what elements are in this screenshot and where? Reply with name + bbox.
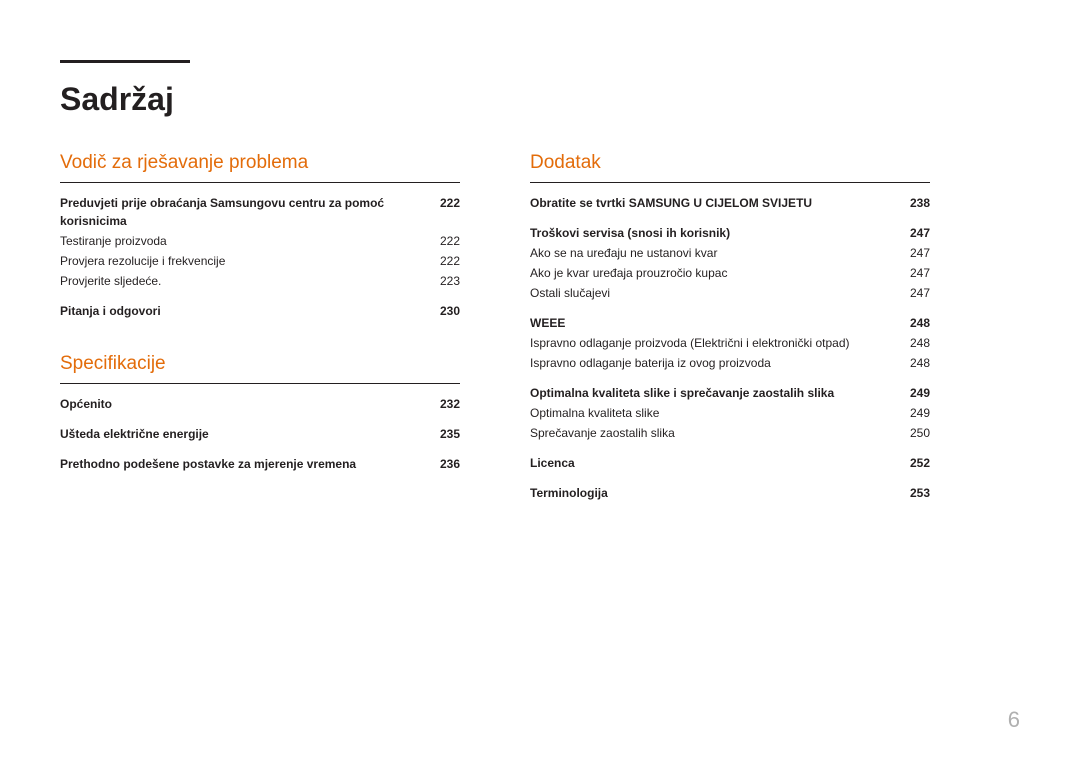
toc-entry: Testiranje proizvoda 222 (60, 231, 460, 251)
document-page: Sadržaj Vodič za rješavanje problema Pre… (0, 0, 1080, 763)
toc-entry: Ispravno odlaganje baterija iz ovog proi… (530, 353, 930, 373)
toc-label: Obratite se tvrtki SAMSUNG U CIJELOM SVI… (530, 194, 900, 212)
toc-label: Provjera rezolucije i frekvencije (60, 252, 430, 270)
toc-label: Prethodno podešene postavke za mjerenje … (60, 455, 430, 473)
toc-page: 222 (430, 194, 460, 212)
toc-entry: Optimalna kvaliteta slike 249 (530, 403, 930, 423)
toc-label: Sprečavanje zaostalih slika (530, 424, 900, 442)
toc-label: Preduvjeti prije obraćanja Samsungovu ce… (60, 194, 430, 230)
toc-page: 248 (900, 314, 930, 332)
section-rule (60, 383, 460, 384)
toc-page: 247 (900, 224, 930, 242)
section-heading-specs: Specifikacije (60, 353, 460, 375)
toc-entry: Ispravno odlaganje proizvoda (Električni… (530, 333, 930, 353)
toc-entry: Ako se na uređaju ne ustanovi kvar 247 (530, 243, 930, 263)
toc-entry: WEEE 248 (530, 313, 930, 333)
toc-label: Licenca (530, 454, 900, 472)
toc-page: 222 (430, 232, 460, 250)
toc-page: 222 (430, 252, 460, 270)
toc-label: Optimalna kvaliteta slike (530, 404, 900, 422)
toc-page: 249 (900, 384, 930, 402)
toc-page: 248 (900, 354, 930, 372)
toc-page: 223 (430, 272, 460, 290)
toc-label: Troškovi servisa (snosi ih korisnik) (530, 224, 900, 242)
toc-page: 230 (430, 302, 460, 320)
toc-page: 238 (900, 194, 930, 212)
toc-entry: Provjerite sljedeće. 223 (60, 271, 460, 291)
toc-label: Ispravno odlaganje proizvoda (Električni… (530, 334, 900, 352)
toc-entry: Optimalna kvaliteta slike i sprečavanje … (530, 383, 930, 403)
toc-entry: Sprečavanje zaostalih slika 250 (530, 423, 930, 443)
toc-label: Ostali slučajevi (530, 284, 900, 302)
section-rule (60, 182, 460, 183)
toc-page: 247 (900, 244, 930, 262)
section-heading-appendix: Dodatak (530, 152, 930, 174)
toc-entry: Terminologija 253 (530, 483, 930, 503)
toc-entry: Pitanja i odgovori 230 (60, 301, 460, 321)
toc-label: Terminologija (530, 484, 900, 502)
toc-label: Ako se na uređaju ne ustanovi kvar (530, 244, 900, 262)
toc-page: 252 (900, 454, 930, 472)
toc-entry: Ušteda električne energije 235 (60, 424, 460, 444)
toc-label: Provjerite sljedeće. (60, 272, 430, 290)
toc-entry: Obratite se tvrtki SAMSUNG U CIJELOM SVI… (530, 193, 930, 213)
toc-page: 253 (900, 484, 930, 502)
toc-page: 250 (900, 424, 930, 442)
toc-page: 232 (430, 395, 460, 413)
toc-label: Ako je kvar uređaja prouzročio kupac (530, 264, 900, 282)
toc-label: Pitanja i odgovori (60, 302, 430, 320)
toc-page: 248 (900, 334, 930, 352)
section-heading-troubleshooting: Vodič za rješavanje problema (60, 152, 460, 174)
left-column: Vodič za rješavanje problema Preduvjeti … (60, 146, 460, 503)
page-title: Sadržaj (60, 81, 1020, 118)
toc-entry: Ako je kvar uređaja prouzročio kupac 247 (530, 263, 930, 283)
toc-label: Ispravno odlaganje baterija iz ovog proi… (530, 354, 900, 372)
toc-label: Ušteda električne energije (60, 425, 430, 443)
toc-page: 249 (900, 404, 930, 422)
toc-label: Optimalna kvaliteta slike i sprečavanje … (530, 384, 900, 402)
toc-page: 247 (900, 284, 930, 302)
toc-entry: Provjera rezolucije i frekvencije 222 (60, 251, 460, 271)
toc-entry: Preduvjeti prije obraćanja Samsungovu ce… (60, 193, 460, 231)
right-column: Dodatak Obratite se tvrtki SAMSUNG U CIJ… (530, 146, 930, 503)
toc-entry: Troškovi servisa (snosi ih korisnik) 247 (530, 223, 930, 243)
toc-columns: Vodič za rješavanje problema Preduvjeti … (60, 146, 1020, 503)
section-rule (530, 182, 930, 183)
toc-label: WEEE (530, 314, 900, 332)
toc-label: Testiranje proizvoda (60, 232, 430, 250)
toc-entry: Ostali slučajevi 247 (530, 283, 930, 303)
toc-page: 236 (430, 455, 460, 473)
toc-label: Općenito (60, 395, 430, 413)
page-number: 6 (1008, 707, 1020, 733)
toc-entry: Licenca 252 (530, 453, 930, 473)
toc-entry: Prethodno podešene postavke za mjerenje … (60, 454, 460, 474)
toc-page: 235 (430, 425, 460, 443)
toc-page: 247 (900, 264, 930, 282)
toc-entry: Općenito 232 (60, 394, 460, 414)
title-rule (60, 60, 190, 63)
